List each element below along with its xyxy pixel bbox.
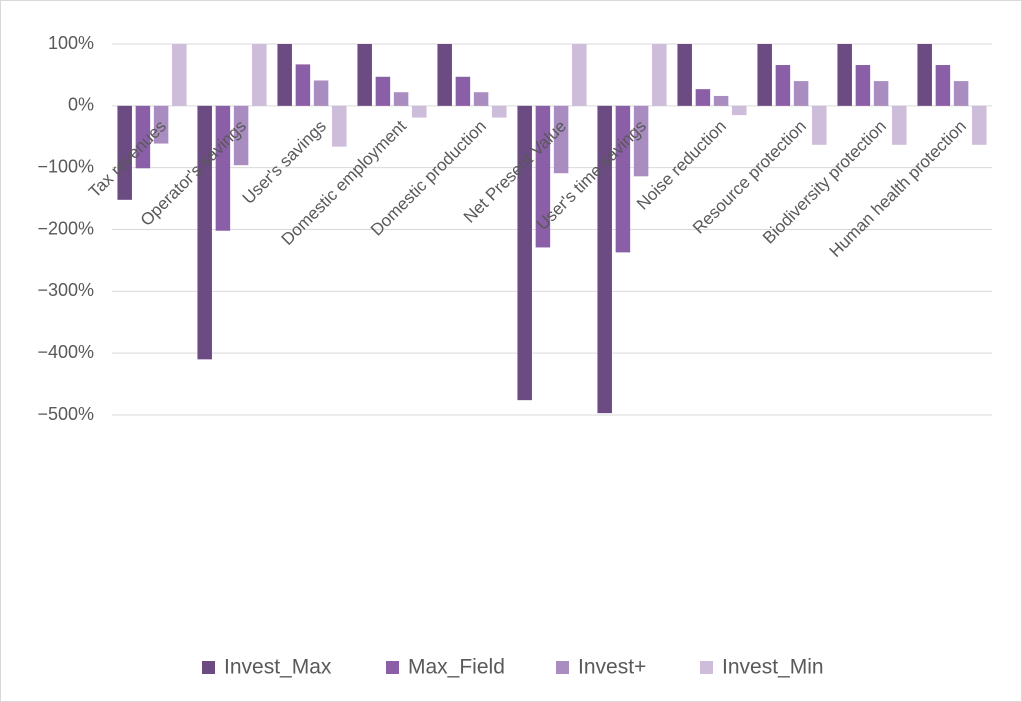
legend-label: Invest_Min bbox=[722, 656, 824, 679]
bar bbox=[473, 92, 489, 106]
bar bbox=[252, 44, 267, 106]
bar bbox=[677, 44, 692, 106]
y-tick-label: −200% bbox=[37, 218, 94, 238]
bar bbox=[873, 81, 889, 106]
bar bbox=[732, 105, 747, 116]
legend-swatch bbox=[556, 661, 569, 674]
bar bbox=[517, 105, 532, 401]
y-tick-label: −400% bbox=[37, 342, 94, 362]
legend-swatch bbox=[386, 661, 399, 674]
bar bbox=[855, 65, 871, 106]
bar bbox=[615, 105, 631, 253]
y-tick-label: −500% bbox=[37, 404, 94, 424]
bar bbox=[277, 44, 292, 106]
bar bbox=[572, 44, 587, 106]
bar bbox=[135, 105, 151, 169]
bar bbox=[332, 105, 347, 147]
bar bbox=[972, 105, 987, 145]
bar bbox=[295, 64, 311, 106]
bar bbox=[652, 44, 667, 106]
y-tick-label: −100% bbox=[37, 156, 94, 176]
bar bbox=[713, 95, 729, 106]
bar bbox=[375, 76, 391, 106]
bar bbox=[775, 65, 791, 106]
bar bbox=[393, 92, 409, 106]
y-tick-label: 0% bbox=[68, 95, 94, 115]
bar bbox=[597, 105, 612, 414]
legend-swatch bbox=[700, 661, 713, 674]
bar bbox=[953, 81, 969, 106]
bar bbox=[535, 105, 551, 248]
bar bbox=[633, 105, 649, 177]
y-tick-label: 100% bbox=[48, 33, 94, 53]
bar bbox=[793, 81, 809, 106]
bar bbox=[553, 105, 569, 174]
bar bbox=[215, 105, 231, 231]
bar bbox=[233, 105, 249, 166]
bar bbox=[313, 80, 329, 106]
bar bbox=[117, 105, 132, 200]
bar bbox=[455, 76, 471, 106]
bar bbox=[492, 105, 507, 118]
bar bbox=[172, 44, 187, 106]
bar bbox=[935, 65, 951, 106]
legend-label: Invest_Max bbox=[224, 656, 332, 679]
y-tick-label: −300% bbox=[37, 280, 94, 300]
bar bbox=[153, 105, 169, 144]
bar bbox=[812, 105, 827, 145]
legend-label: Invest+ bbox=[578, 656, 646, 679]
bar bbox=[892, 105, 907, 145]
bar bbox=[757, 44, 772, 106]
bar bbox=[695, 89, 711, 106]
legend-swatch bbox=[202, 661, 215, 674]
bar bbox=[197, 105, 212, 360]
bar bbox=[357, 44, 372, 106]
bar bbox=[837, 44, 852, 106]
legend-label: Max_Field bbox=[408, 656, 505, 679]
bar bbox=[437, 44, 452, 106]
bar bbox=[917, 44, 932, 106]
bar bbox=[412, 105, 427, 118]
